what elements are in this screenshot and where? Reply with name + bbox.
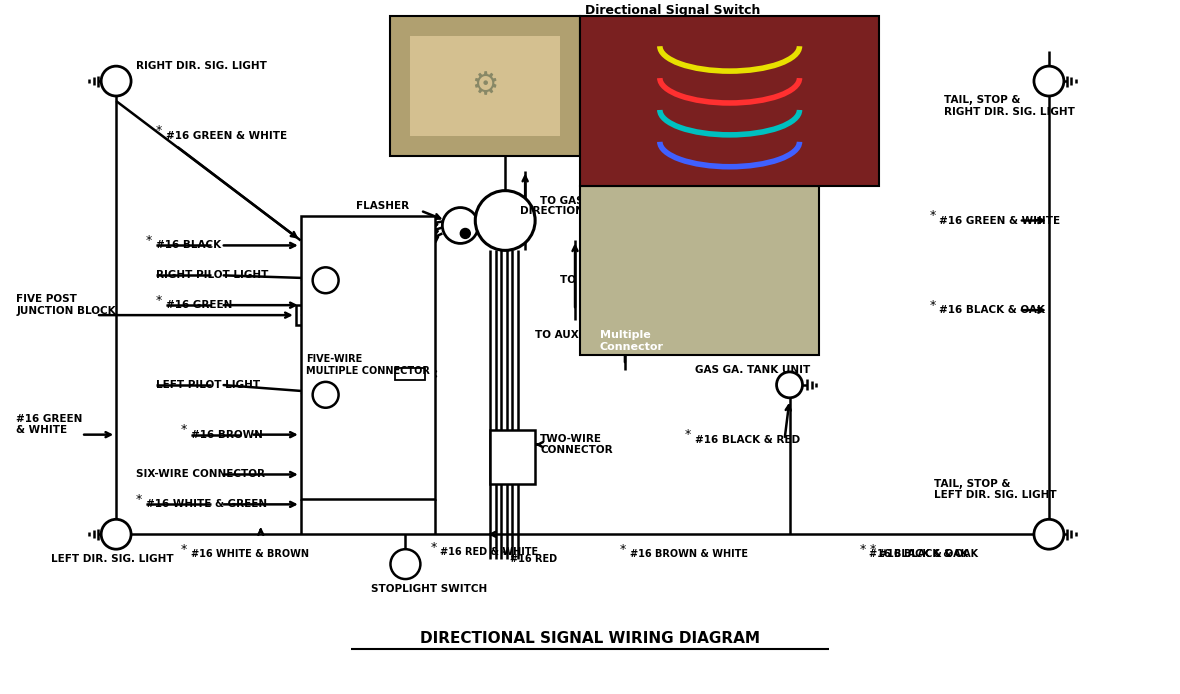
Text: #16 BLACK & OAK: #16 BLACK & OAK xyxy=(870,549,969,559)
Bar xyxy=(411,36,560,136)
Circle shape xyxy=(328,311,335,319)
Circle shape xyxy=(476,191,535,251)
Text: #16 WHITE & GREEN: #16 WHITE & GREEN xyxy=(146,500,267,509)
Text: GAS GA. TANK UNIT: GAS GA. TANK UNIT xyxy=(695,365,809,375)
Text: *: * xyxy=(156,294,163,307)
Circle shape xyxy=(313,267,339,294)
Text: TAIL, STOP &
LEFT DIR. SIG. LIGHT: TAIL, STOP & LEFT DIR. SIG. LIGHT xyxy=(935,479,1057,500)
Text: #16 RED & WHITE: #16 RED & WHITE xyxy=(440,547,538,557)
Text: LEFT DIR. SIG. LIGHT: LEFT DIR. SIG. LIGHT xyxy=(51,554,173,564)
Bar xyxy=(296,305,371,325)
Text: RIGHT PILOT LIGHT: RIGHT PILOT LIGHT xyxy=(156,270,268,280)
Circle shape xyxy=(101,519,131,549)
Circle shape xyxy=(341,311,348,319)
Circle shape xyxy=(302,311,309,319)
Text: #16 GREEN: #16 GREEN xyxy=(166,301,232,310)
Text: *: * xyxy=(156,124,163,137)
Text: DIRECTIONAL SIGNAL SW: DIRECTIONAL SIGNAL SW xyxy=(520,205,668,216)
Text: TO HEADLIGHT: TO HEADLIGHT xyxy=(560,276,647,285)
Bar xyxy=(301,216,435,500)
Bar xyxy=(581,186,819,355)
Text: #16 BLACK & RED: #16 BLACK & RED xyxy=(695,434,800,445)
Circle shape xyxy=(442,208,478,244)
Text: #16 RED: #16 RED xyxy=(510,554,557,564)
Text: *: * xyxy=(684,428,691,441)
Text: *: * xyxy=(181,543,188,556)
Circle shape xyxy=(776,372,802,398)
Text: #16 BLACK & OAK: #16 BLACK & OAK xyxy=(879,549,978,559)
Text: #16 GREEN & WHITE: #16 GREEN & WHITE xyxy=(939,216,1061,226)
Text: RIGHT DIR. SIG. LIGHT: RIGHT DIR. SIG. LIGHT xyxy=(136,61,267,71)
Text: TO AUX. CIRCUIT BREAKER: TO AUX. CIRCUIT BREAKER xyxy=(535,330,691,340)
Text: #16 GREEN & WHITE: #16 GREEN & WHITE xyxy=(166,131,287,141)
Text: *: * xyxy=(620,543,627,556)
Bar xyxy=(490,430,535,484)
Bar xyxy=(581,17,879,186)
Text: *: * xyxy=(181,423,188,436)
Text: *: * xyxy=(870,543,876,556)
Circle shape xyxy=(313,382,339,408)
Bar xyxy=(395,368,425,380)
Bar xyxy=(391,17,581,155)
Text: #16 BLACK & OAK: #16 BLACK & OAK xyxy=(939,305,1045,315)
Text: #16 BROWN: #16 BROWN xyxy=(191,430,263,439)
Text: ⚙: ⚙ xyxy=(472,71,499,101)
Circle shape xyxy=(315,311,322,319)
Text: FIVE-WIRE
MULTIPLE CONNECTOR: FIVE-WIRE MULTIPLE CONNECTOR xyxy=(306,354,430,375)
Text: #16 BLACK: #16 BLACK xyxy=(156,240,221,251)
Text: #16 BROWN & WHITE: #16 BROWN & WHITE xyxy=(630,549,748,559)
Text: #16 WHITE & BROWN: #16 WHITE & BROWN xyxy=(191,549,309,559)
Text: Multiple
Connector: Multiple Connector xyxy=(599,330,664,352)
Text: FIVE POST
JUNCTION BLOCK: FIVE POST JUNCTION BLOCK xyxy=(17,294,116,316)
Text: TWO-WIRE
CONNECTOR: TWO-WIRE CONNECTOR xyxy=(540,434,612,455)
Text: *: * xyxy=(500,548,506,561)
Circle shape xyxy=(1034,519,1064,549)
Text: LEFT PILOT LIGHT: LEFT PILOT LIGHT xyxy=(156,380,260,390)
Circle shape xyxy=(1034,66,1064,96)
Text: STOPLIGHT SWITCH: STOPLIGHT SWITCH xyxy=(371,584,487,594)
Circle shape xyxy=(460,228,471,239)
Circle shape xyxy=(354,311,361,319)
Text: DIRECTIONAL SIGNAL WIRING DIAGRAM: DIRECTIONAL SIGNAL WIRING DIAGRAM xyxy=(420,632,760,646)
Text: *: * xyxy=(859,543,866,556)
Text: #16 GREEN
& WHITE: #16 GREEN & WHITE xyxy=(17,414,83,436)
Text: TAIL, STOP &
RIGHT DIR. SIG. LIGHT: TAIL, STOP & RIGHT DIR. SIG. LIGHT xyxy=(944,95,1075,117)
Text: *: * xyxy=(929,209,936,222)
Text: *: * xyxy=(929,298,936,312)
Circle shape xyxy=(391,549,420,579)
Text: *: * xyxy=(431,541,437,554)
Text: TO GAS GAGE: TO GAS GAGE xyxy=(540,196,620,205)
Text: *: * xyxy=(136,493,143,506)
Circle shape xyxy=(101,66,131,96)
Text: FLASHER: FLASHER xyxy=(355,201,408,210)
Text: *: * xyxy=(146,234,152,247)
Text: SIX-WIRE CONNECTOR: SIX-WIRE CONNECTOR xyxy=(136,469,266,480)
Text: Directional Signal Switch: Directional Signal Switch xyxy=(585,4,760,17)
Text: TO IGNITION SWITCH: TO IGNITION SWITCH xyxy=(585,116,708,126)
